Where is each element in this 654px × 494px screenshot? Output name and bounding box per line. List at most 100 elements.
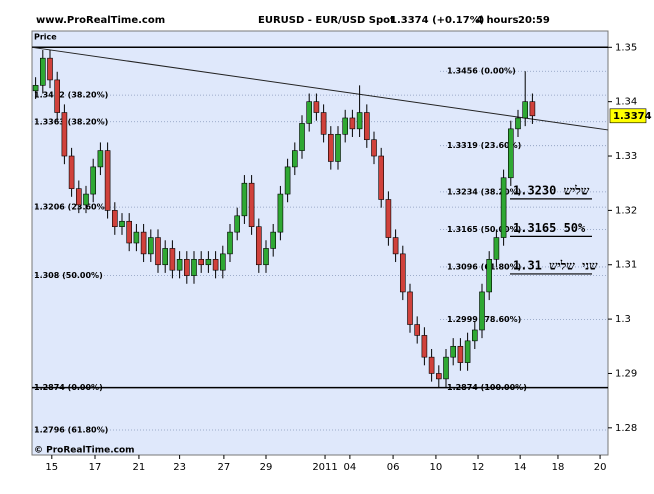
y-tick-label: 1.33 bbox=[615, 151, 637, 162]
candle-body bbox=[227, 231, 233, 255]
candle-body bbox=[162, 248, 168, 266]
fib-label: 1.3096 (61.80%) bbox=[447, 262, 521, 271]
candle-body bbox=[176, 259, 183, 271]
candle-body bbox=[457, 345, 464, 363]
x-tick-label: 06 bbox=[387, 462, 400, 473]
candle-body bbox=[299, 123, 305, 151]
x-tick-label: 2011 bbox=[312, 462, 337, 473]
candle-body bbox=[212, 259, 219, 271]
candle-body bbox=[471, 329, 478, 342]
candle-body bbox=[421, 335, 428, 358]
candle-body bbox=[500, 177, 507, 238]
candle-body bbox=[522, 101, 529, 119]
candle-body bbox=[255, 226, 262, 266]
fib-label: 1.3456 (0.00%) bbox=[447, 67, 516, 76]
annotation: 1.3165 50% bbox=[513, 221, 586, 235]
candle-body bbox=[263, 248, 269, 266]
x-tick-label: 17 bbox=[89, 462, 102, 473]
fib-label: 1.3412 (38.20%) bbox=[34, 91, 108, 100]
x-tick-label: 21 bbox=[133, 462, 146, 473]
y-tick-label: 1.32 bbox=[615, 205, 637, 216]
candle-body bbox=[126, 220, 132, 244]
fib-label: 1.3319 (23.60%) bbox=[447, 141, 521, 150]
candle-body bbox=[184, 259, 190, 276]
candle-body bbox=[450, 345, 457, 358]
fib-label: 1.3363 (38.20%) bbox=[34, 117, 108, 126]
y-tick-label: 1.29 bbox=[615, 368, 637, 379]
candle-body bbox=[104, 150, 111, 211]
annotation: 1.3230 שליש bbox=[513, 183, 590, 197]
x-tick-label: 23 bbox=[173, 462, 186, 473]
candle-body bbox=[169, 248, 176, 271]
candle-body bbox=[191, 259, 197, 276]
candle-body bbox=[270, 231, 277, 249]
candle-body bbox=[234, 215, 240, 233]
candle-body bbox=[54, 79, 61, 113]
candle-body bbox=[148, 237, 154, 255]
candle-body bbox=[68, 155, 75, 189]
candle-body bbox=[435, 373, 442, 380]
candle-body bbox=[76, 188, 82, 206]
candle-body bbox=[399, 253, 406, 293]
x-tick-label: 10 bbox=[430, 462, 443, 473]
candle-body bbox=[356, 112, 363, 130]
candle-body bbox=[119, 220, 125, 227]
last-price-box bbox=[609, 108, 647, 124]
fib-label: 1.3165 (50.00%) bbox=[447, 225, 521, 234]
chart-title: EURUSD - EUR/USD Spot bbox=[258, 15, 395, 26]
candle-body bbox=[291, 150, 298, 168]
candle-body bbox=[140, 231, 147, 255]
candle-body bbox=[363, 112, 370, 141]
candle-body bbox=[83, 193, 89, 206]
x-tick-label: 20 bbox=[594, 462, 607, 473]
candle-body bbox=[385, 199, 392, 238]
candle-body bbox=[248, 182, 255, 227]
candle-body bbox=[313, 101, 320, 113]
y-tick-label: 1.34 bbox=[615, 97, 637, 108]
x-tick-label: 15 bbox=[45, 462, 58, 473]
candle-body bbox=[220, 253, 226, 271]
x-tick-label: 12 bbox=[472, 462, 485, 473]
fib-label: 1.2796 (61.80%) bbox=[34, 425, 108, 434]
x-tick-label: 04 bbox=[344, 462, 357, 473]
candle-body bbox=[112, 210, 118, 227]
candle-body bbox=[320, 112, 327, 135]
candle-body bbox=[47, 57, 53, 81]
time: 20:59 bbox=[518, 15, 550, 26]
candle-body bbox=[407, 291, 413, 325]
candle-body bbox=[277, 193, 284, 233]
fib-label: 1.3234 (38.20%) bbox=[447, 187, 521, 196]
candle-body bbox=[61, 112, 68, 157]
fib-label: 1.308 (50.00%) bbox=[34, 271, 103, 280]
candle-body bbox=[529, 101, 536, 117]
candle-body bbox=[349, 117, 356, 130]
candle-body bbox=[241, 182, 248, 217]
candle-body bbox=[464, 340, 471, 363]
annotation: שני שליש 1.31 bbox=[513, 258, 598, 272]
candle-body bbox=[371, 139, 377, 157]
candle-body bbox=[443, 356, 449, 380]
candle-body bbox=[155, 237, 161, 266]
candle-body bbox=[133, 231, 140, 244]
candle-body bbox=[392, 237, 399, 255]
x-tick-label: 29 bbox=[260, 462, 273, 473]
site: www.ProRealTime.com bbox=[36, 15, 165, 26]
candle-body bbox=[327, 133, 334, 162]
candle-body bbox=[493, 237, 500, 260]
y-axis-label: Price bbox=[34, 33, 57, 42]
fib-label: 1.3206 (23.60%) bbox=[34, 203, 108, 212]
candle-body bbox=[32, 85, 39, 92]
trendline bbox=[31, 46, 609, 131]
y-tick-label: 1.3 bbox=[615, 314, 631, 325]
candle-body bbox=[378, 155, 385, 200]
x-tick-label: 27 bbox=[218, 462, 231, 473]
quote: 1.3374 (+0.17%) bbox=[390, 15, 484, 26]
candle-body bbox=[39, 57, 46, 86]
y-tick-label: 1.35 bbox=[615, 42, 637, 53]
candle-body bbox=[198, 259, 204, 266]
x-tick-label: 14 bbox=[514, 462, 527, 473]
candle-body bbox=[335, 133, 341, 162]
candle-body bbox=[414, 324, 421, 336]
candle-body bbox=[97, 150, 104, 168]
y-tick-label: 1.31 bbox=[615, 260, 637, 271]
